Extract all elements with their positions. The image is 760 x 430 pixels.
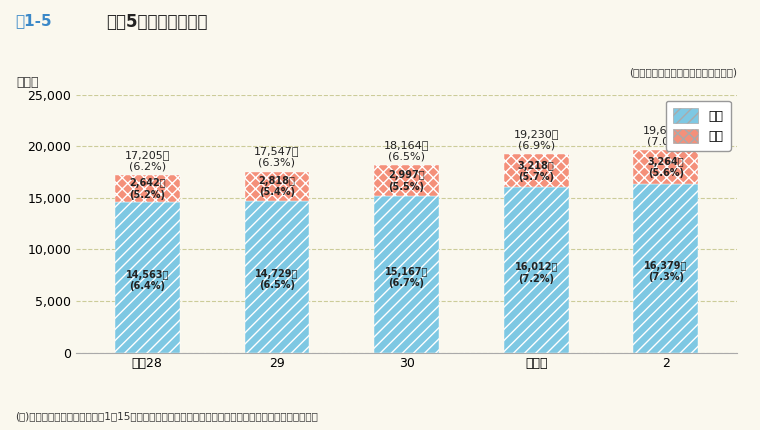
Text: 2,997人
(5.5%): 2,997人 (5.5%) [388,170,425,192]
Text: 16,379人
(7.3%): 16,379人 (7.3%) [644,261,688,282]
Text: （人）: （人） [17,77,39,89]
Text: 17,205人
(6.2%): 17,205人 (6.2%) [125,150,170,172]
Bar [504,187,568,353]
Bar [245,201,309,353]
Text: 17,547人
(6.3%): 17,547人 (6.3%) [254,146,299,168]
Text: 2,642人
(5.2%): 2,642人 (5.2%) [129,178,166,200]
Bar [634,150,698,184]
Text: 14,729人
(6.5%): 14,729人 (6.5%) [255,269,299,290]
Text: 19,230人
(6.9%): 19,230人 (6.9%) [514,129,559,150]
Bar [245,172,309,201]
Text: 14,563人
(6.4%): 14,563人 (6.4%) [125,270,169,291]
Bar [115,175,179,202]
Bar [374,196,439,353]
Bar [504,154,568,187]
Text: 16,012人
(7.2%): 16,012人 (7.2%) [515,262,558,284]
Text: (注)（　）内は離職率（前年度1月15日現在の在職者数に対する当該年度中の離職者数の割合）を示す。: (注)（ ）内は離職率（前年度1月15日現在の在職者数に対する当該年度中の離職者… [15,412,318,421]
Bar [634,184,698,353]
Text: 図1-5: 図1-5 [15,13,52,28]
Text: 15,167人
(6.7%): 15,167人 (6.7%) [385,267,429,288]
Text: 最近5年間の離職者数: 最近5年間の離職者数 [106,13,208,31]
Text: (一般職の国家公務員の任用状況調査): (一般職の国家公務員の任用状況調査) [629,68,737,77]
Text: 19,643人
(7.0%): 19,643人 (7.0%) [643,125,689,146]
Bar [374,165,439,196]
Legend: 男性, 女性: 男性, 女性 [666,101,731,151]
Text: 3,264人
(5.6%): 3,264人 (5.6%) [648,157,684,178]
Text: 18,164人
(6.5%): 18,164人 (6.5%) [384,140,429,162]
Bar [115,202,179,353]
Text: 2,818人
(5.4%): 2,818人 (5.4%) [258,176,296,197]
Text: 3,218人
(5.7%): 3,218人 (5.7%) [518,161,555,182]
